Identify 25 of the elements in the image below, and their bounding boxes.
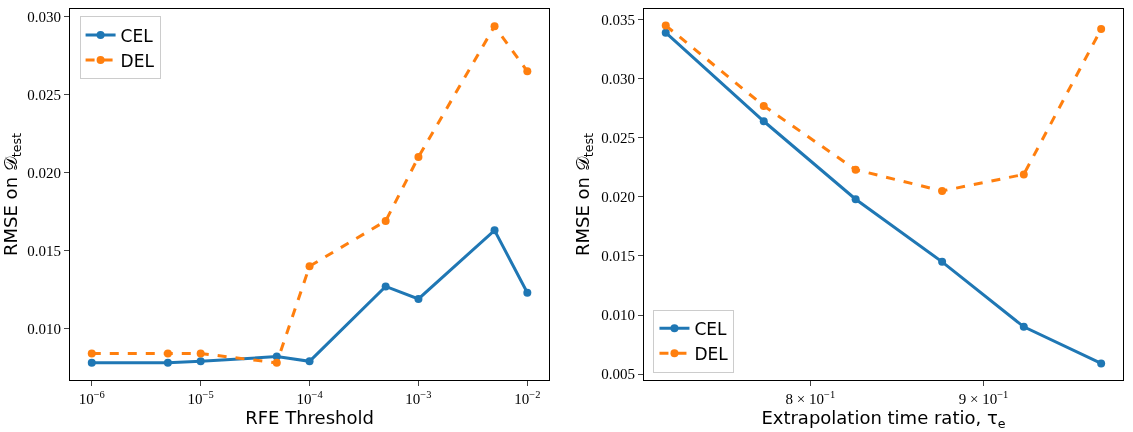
y-tick-label: 0.030 — [27, 9, 61, 26]
y-tick-label: 0.015 — [601, 248, 635, 265]
y-tick-label: 0.020 — [27, 164, 61, 181]
legend-label: DEL — [120, 50, 155, 71]
y-tick-label: 0.035 — [601, 11, 635, 28]
y-tick-label: 0.025 — [601, 130, 635, 147]
x-axis-title: RFE Threshold — [245, 407, 374, 428]
y-tick-label: 0.030 — [601, 70, 635, 87]
x-tick-label: 10$^{−2}$ — [514, 388, 541, 407]
legend-label: CEL — [120, 25, 154, 46]
x-tick-label: 8 × 10$^{−1}$ — [785, 388, 836, 407]
legend-label: CEL — [694, 318, 728, 339]
x-tick-label: 10$^{−4}$ — [296, 388, 324, 407]
y-tick-label: 0.020 — [601, 189, 635, 206]
y-tick-label: 0.015 — [27, 242, 61, 259]
x-tick-label: 9 × 10$^{−1}$ — [958, 388, 1009, 407]
x-tick-label: 10$^{−3}$ — [405, 388, 432, 407]
y-tick-label: 0.010 — [27, 320, 61, 337]
y-tick-label: 0.025 — [27, 86, 61, 103]
y-tick-label: 0.005 — [601, 366, 635, 383]
x-tick-label: 10$^{−6}$ — [78, 388, 105, 407]
x-tick-label: 10$^{−5}$ — [187, 388, 214, 407]
y-tick-label: 0.010 — [601, 307, 635, 324]
legend-label: DEL — [694, 343, 729, 364]
x-axis-title: Extrapolation time ratio, τ$_{e}$ — [761, 407, 1006, 431]
